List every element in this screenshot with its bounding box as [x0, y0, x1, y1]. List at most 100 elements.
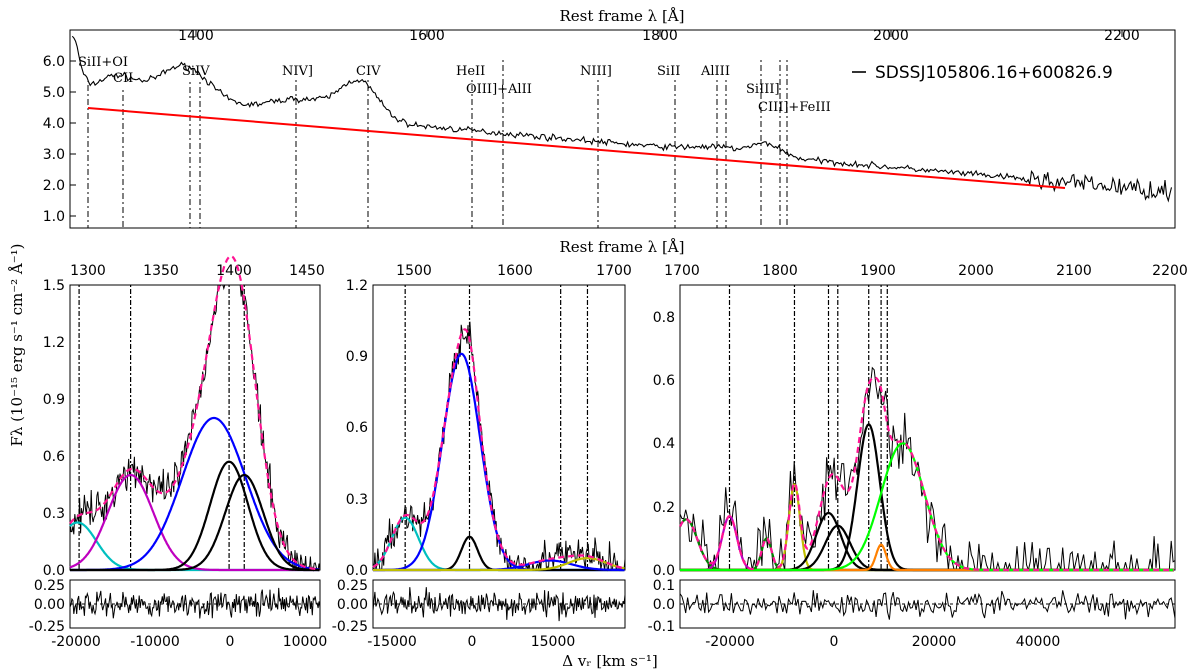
panel-siiv-residual-y-ticks: 0.25 0.00 -0.25	[29, 578, 65, 635]
panel-ciii-top-tick-1800: 1800	[762, 263, 798, 279]
top-y-tick-label-2: 2.0	[43, 178, 65, 194]
emission-line-label-niii: NIII]	[580, 64, 612, 79]
panel-civ-top-tick-1600: 1600	[497, 263, 533, 279]
emission-line-siiii: SiIII]	[746, 60, 780, 228]
emission-line-label-ciii-feiii: CIII]+FeIII	[758, 100, 831, 115]
panel-civ-v-tick-3: 15000	[531, 634, 576, 650]
top-y-tick-label-1: 1.0	[43, 209, 65, 225]
bottom-top-x-axis-label: Rest frame λ [Å]	[559, 238, 684, 256]
panel-siiv-v-tick-1: -20000	[51, 634, 101, 650]
panel-ciii-res-tick-bot: -0.1	[648, 619, 675, 635]
emission-line-label-sii: SiII	[657, 64, 680, 79]
panel-2-component-6	[680, 423, 1174, 572]
top-x-tick-1400: 1400	[178, 28, 214, 44]
panel-ciii-v-tick-4: 40000	[1016, 634, 1061, 650]
panel-siiv-top-tick-1350: 1350	[143, 263, 179, 279]
panel-siiv-y-tick-3: 0.9	[43, 392, 65, 408]
panel-civ-y-tick-3: 0.9	[346, 349, 368, 365]
panel-0-total-model	[69, 255, 320, 571]
panel-civ-top-tick-1500: 1500	[396, 263, 432, 279]
emission-line-label-heii: HeII	[456, 64, 485, 79]
panel-ciii-v-ticks: -20000 0 20000 40000	[705, 634, 1060, 650]
top-x-tick-2200: 2200	[1104, 28, 1140, 44]
panel-civ-y-ticks: 0.0 0.3 0.6 0.9 1.2	[346, 278, 368, 579]
panel-2-observed-spectrum	[679, 366, 1176, 572]
panel-ciii-res-tick-mid: 0.0	[653, 597, 675, 613]
panel-ciii-top-tick-1700: 1700	[664, 263, 700, 279]
top-y-tick-label-6: 6.0	[43, 54, 65, 70]
panel-civ-residual-y-ticks: 0.25 0.00 -0.25	[332, 578, 368, 635]
panel-0-residual-curve	[69, 587, 321, 619]
panel-siiv-frame	[69, 284, 321, 571]
panel-civ-y-tick-1: 0.3	[346, 492, 368, 508]
panel-ciii-y-tick-1: 0.2	[653, 500, 675, 516]
panel-0-component-4	[70, 473, 320, 572]
top-x-tick-label-2200: 2200	[1104, 28, 1140, 44]
emission-line-label-siiii: SiIII]	[746, 82, 780, 97]
top-y-tick-3: 3.0	[43, 147, 76, 163]
emission-line-label-oiii-alii: OIII]+AlII	[466, 82, 532, 97]
panel-siiv-v-tick-4: 10000	[283, 634, 328, 650]
top-panel: Rest frame λ [Å] 1400 1600 1800 2000 220…	[43, 7, 1176, 229]
top-x-tick-1600: 1600	[409, 28, 445, 44]
emission-line-aliii: AlIII	[700, 64, 730, 228]
panel-siiv-res-tick-top: 0.25	[34, 578, 65, 594]
panel-civ-residual-plot	[372, 587, 626, 622]
panel-civ-plot	[372, 285, 626, 572]
top-x-tick-label-1800: 1800	[642, 28, 678, 44]
panel-ciii-y-tick-4: 0.8	[653, 310, 675, 326]
panel-civ-y-tick-0: 0.0	[346, 563, 368, 579]
panel-ciii-y-tick-3: 0.6	[653, 373, 675, 389]
panel-civ-y-tick-2: 0.6	[346, 420, 368, 436]
panel-siiv-top-tick-1300: 1300	[70, 263, 106, 279]
panel-siiv-residual-plot	[69, 587, 321, 619]
panel-ciii-top-tick-1900: 1900	[860, 263, 896, 279]
panel-0-observed-spectrum	[69, 284, 321, 572]
top-y-tick-4: 4.0	[43, 116, 76, 132]
panel-2-component-8	[680, 442, 1174, 572]
emission-line-label-aliii: AlIII	[700, 64, 730, 79]
emission-line-label-civ: CIV	[356, 64, 381, 79]
panel-2-component-2	[680, 536, 1174, 572]
top-y-tick-label-4: 4.0	[43, 116, 65, 132]
panel-ciii-frame	[679, 284, 1176, 571]
panel-ciii: 1700 1800 1900 2000 2100 2200 0.0 0.2 0.…	[648, 263, 1188, 650]
panel-siiv-y-tick-1: 0.3	[43, 506, 65, 522]
panel-siiv-y-tick-2: 0.6	[43, 449, 65, 465]
panel-ciii-y-tick-0: 0.0	[653, 563, 675, 579]
panel-siiv-plot	[69, 255, 321, 572]
emission-line-sii: SiII	[657, 64, 680, 228]
top-y-tick-6: 6.0	[43, 54, 76, 70]
panel-0-component-1	[69, 473, 320, 572]
top-x-tick-label-2000: 2000	[873, 28, 909, 44]
top-x-tick-label-1400: 1400	[178, 28, 214, 44]
emission-line-ciii-feiii: CIII]+FeIII	[758, 60, 831, 228]
panel-0-component-0	[69, 521, 320, 572]
panel-siiv-res-tick-mid: 0.00	[34, 597, 65, 613]
panel-1-total-model	[372, 328, 625, 570]
emission-line-cii: CII	[113, 71, 133, 228]
panel-civ-res-tick-bot: -0.25	[332, 619, 368, 635]
emission-line-label-siii-oi: SiII+OI	[78, 55, 128, 70]
panel-siiv-v-tick-3: 0	[226, 634, 235, 650]
top-y-tick-label-3: 3.0	[43, 147, 65, 163]
panel-ciii-y-tick-2: 0.4	[653, 436, 675, 452]
panel-2-component-7	[680, 543, 1174, 572]
panel-siiv-y-tick-5: 1.5	[43, 278, 65, 294]
panel-civ: 1500 1600 1700 0.0 0.3 0.6 0.9 1.2 0.25 …	[332, 263, 632, 650]
panel-1-component-0	[372, 516, 625, 572]
panel-civ-res-tick-mid: 0.00	[337, 597, 368, 613]
panel-civ-v-ticks: -15000 0 15000	[367, 634, 575, 650]
panel-ciii-y-ticks: 0.0 0.2 0.4 0.6 0.8	[653, 310, 675, 579]
emission-line-niv: NIV]	[282, 64, 313, 228]
legend: SDSSJ105806.16+600826.9	[852, 63, 1113, 83]
panel-civ-top-tick-1700: 1700	[596, 263, 632, 279]
panel-ciii-top-tick-2000: 2000	[958, 263, 994, 279]
continuum-fit	[87, 107, 1066, 189]
emission-line-oiii-alii: OIII]+AlII	[466, 60, 532, 228]
emission-line-label-niv: NIV]	[282, 64, 313, 79]
panel-siiv-v-ticks: -20000 -10000 0 10000	[51, 634, 327, 650]
panel-ciii-v-tick-1: -20000	[705, 634, 755, 650]
top-x-axis-label: Rest frame λ [Å]	[559, 7, 684, 25]
